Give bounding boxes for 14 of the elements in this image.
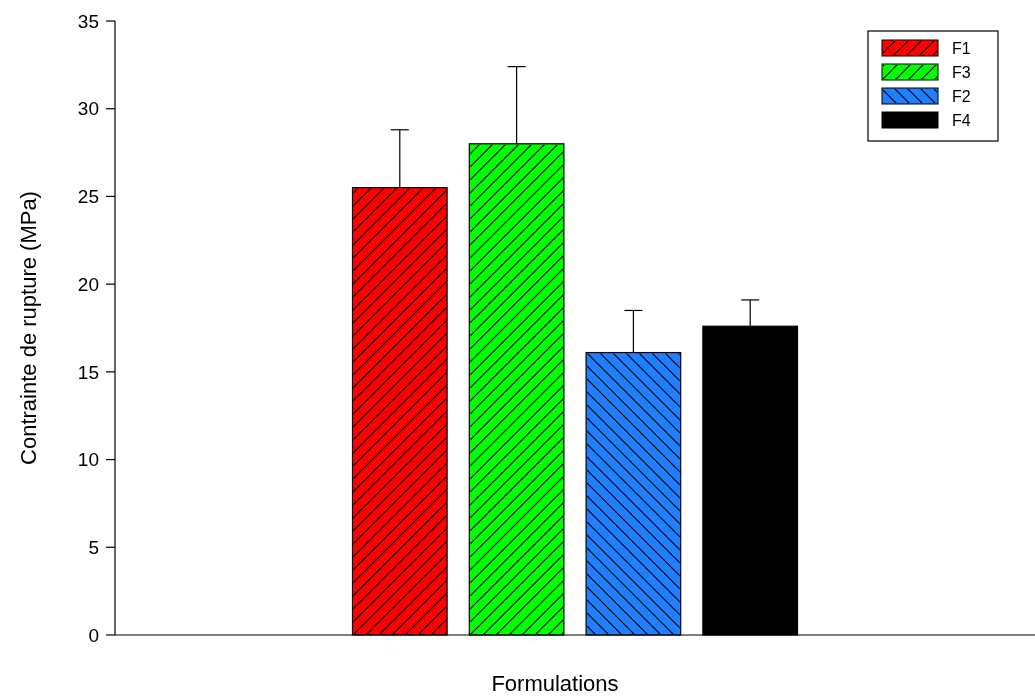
y-tick-label: 20 [77, 273, 99, 295]
y-tick-label: 0 [88, 624, 99, 646]
legend-label: F3 [952, 63, 971, 81]
legend-label: F4 [952, 111, 971, 129]
y-tick-label: 5 [88, 536, 99, 558]
x-axis-title: Formulations [491, 671, 619, 696]
y-tick-label: 25 [77, 186, 99, 208]
y-tick-label: 35 [77, 10, 99, 32]
y-axis-title: Contrainte de rupture (MPa) [16, 191, 41, 465]
legend-label: F2 [952, 87, 971, 105]
y-tick-label: 10 [77, 449, 99, 471]
y-tick-label: 15 [77, 361, 99, 383]
legend-label: F1 [952, 39, 971, 57]
y-tick-label: 30 [77, 98, 99, 120]
